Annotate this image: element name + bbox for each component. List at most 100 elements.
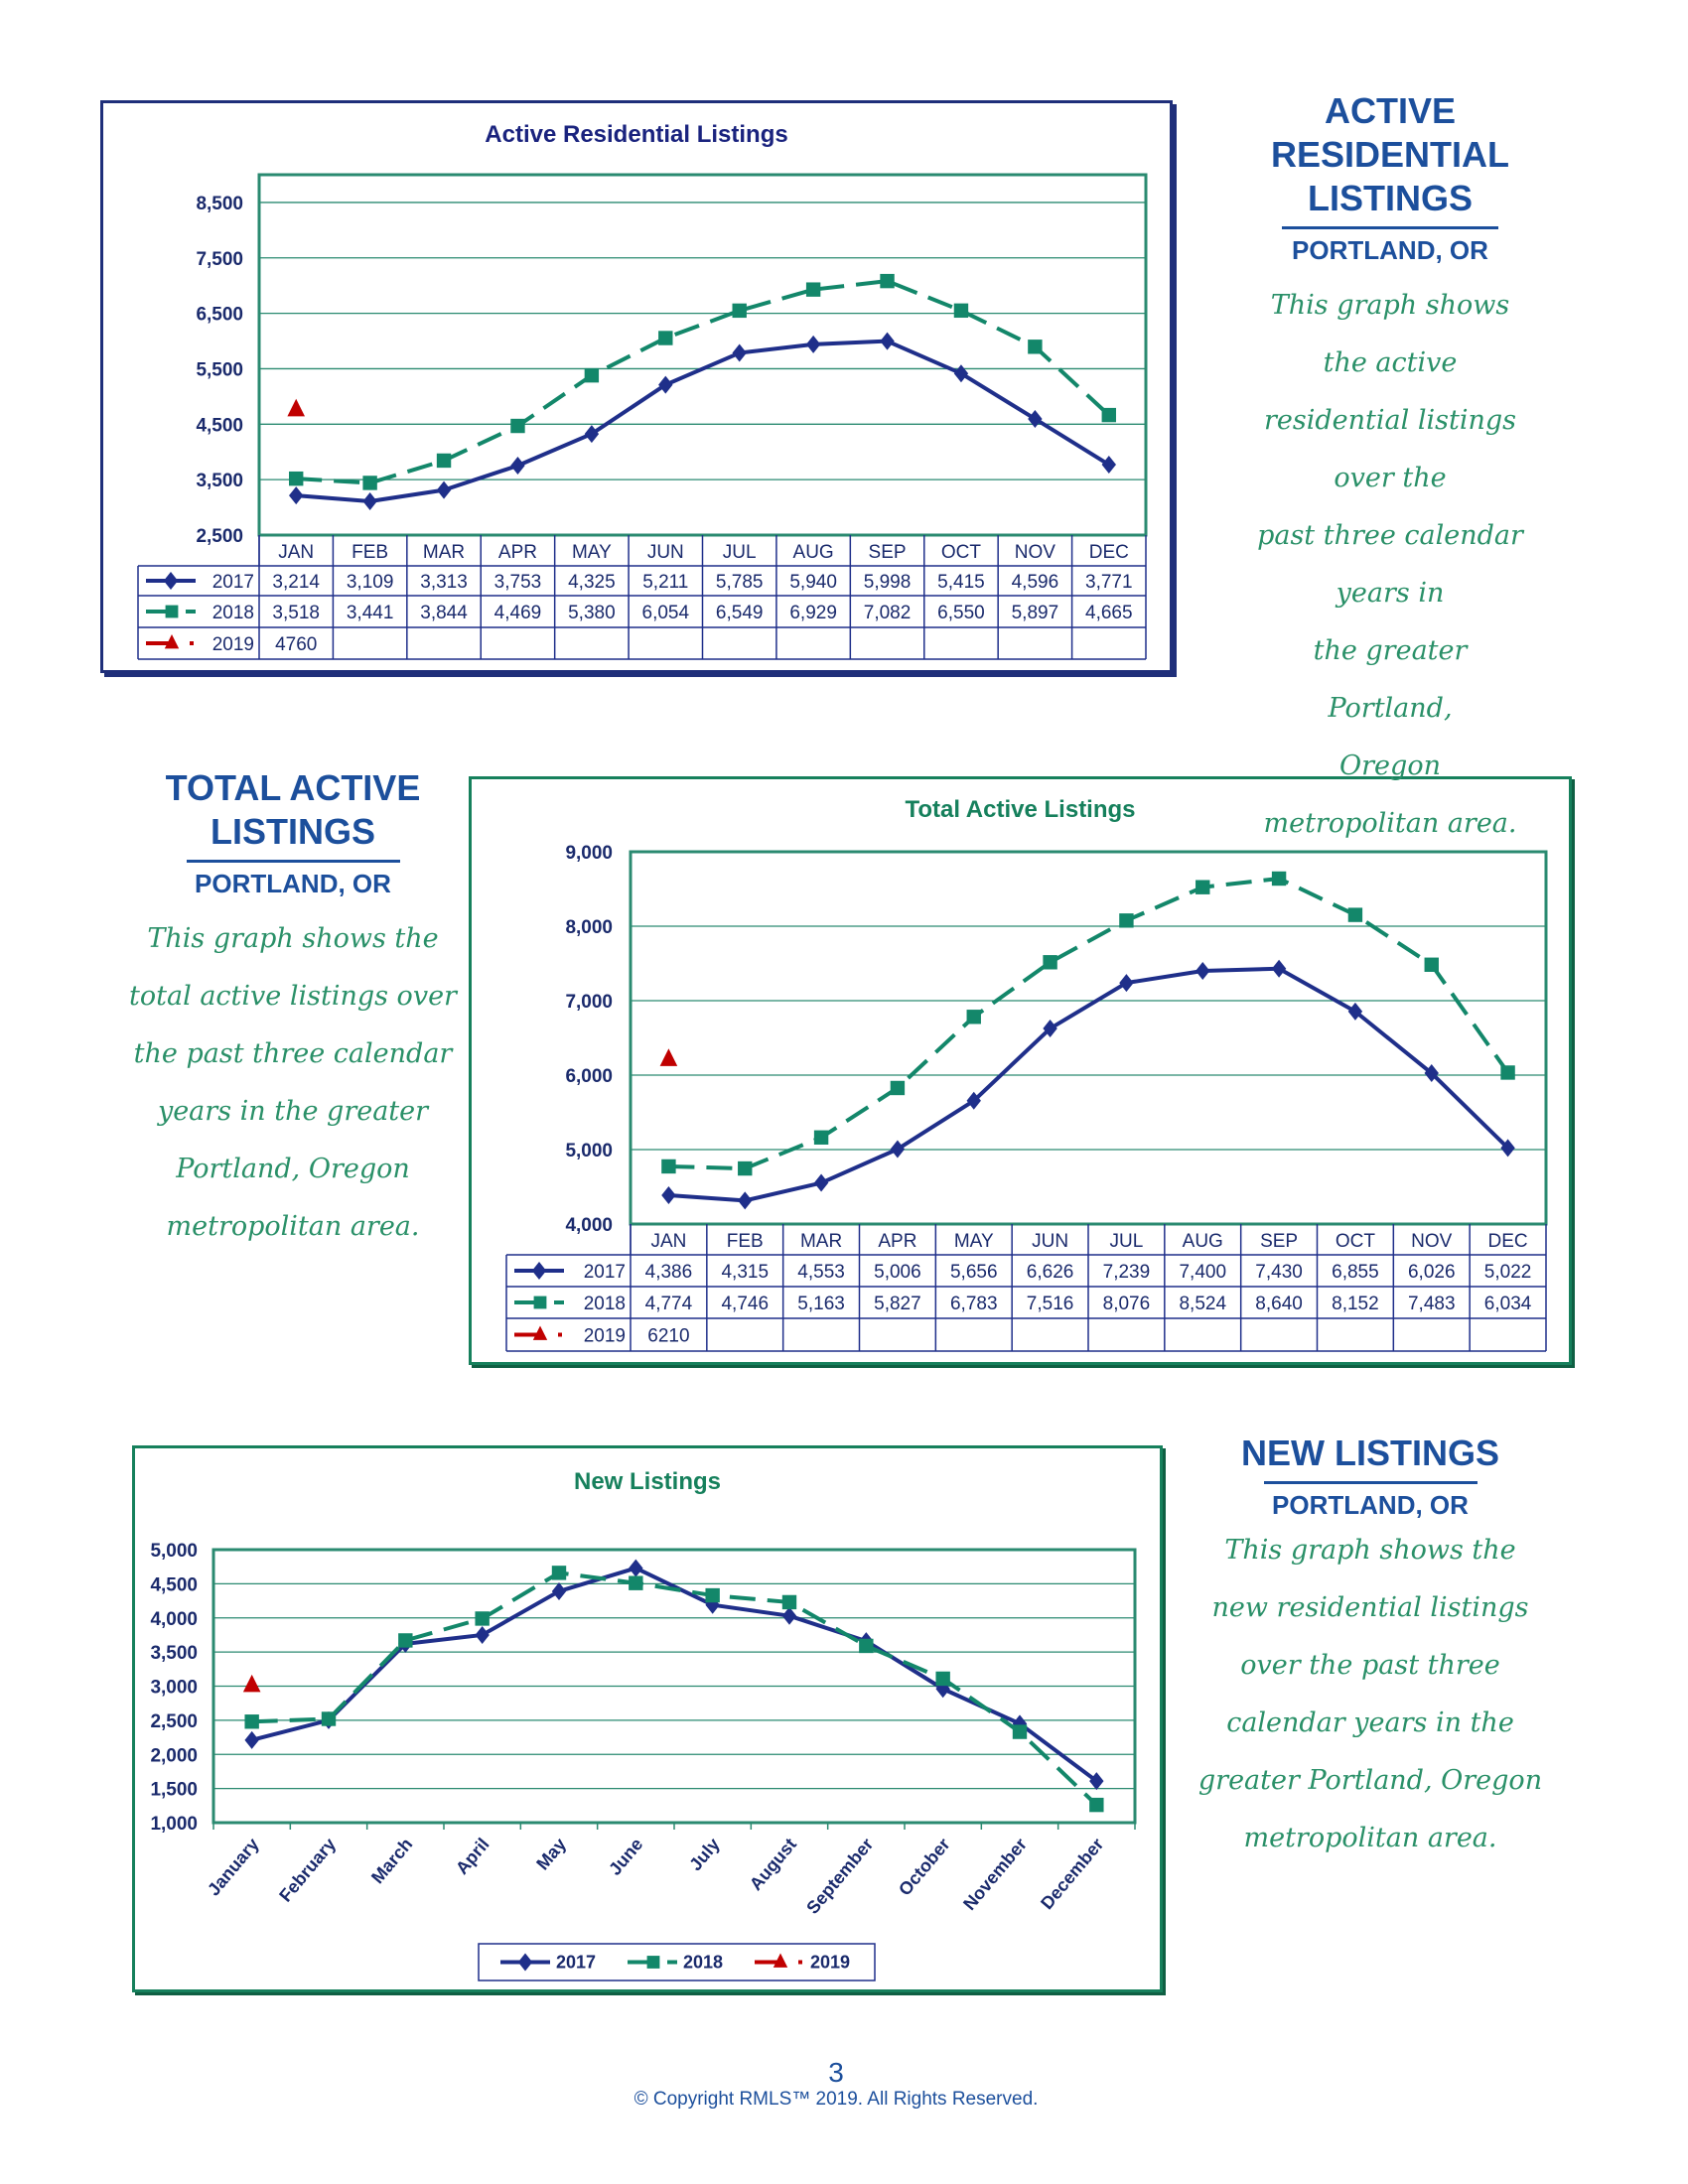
table-cell: 4,325: [568, 572, 616, 593]
diamond-marker: [1196, 962, 1210, 980]
x-tick-label: February: [275, 1835, 340, 1906]
table-cell: 4,315: [721, 1262, 769, 1283]
square-marker: [781, 1594, 797, 1610]
table-cell: 4,774: [645, 1294, 693, 1314]
square-marker: [551, 1566, 567, 1580]
table-cell: 6,929: [789, 603, 837, 623]
diamond-marker: [163, 572, 179, 590]
x-tick-label: October: [895, 1835, 954, 1900]
square-marker: [1196, 880, 1210, 894]
active-residential-description: ACTIVE RESIDENTIAL LISTINGS PORTLAND, OR…: [1251, 89, 1529, 853]
triangle-marker: [659, 1048, 678, 1066]
table-header-cell: JUN: [1032, 1231, 1068, 1252]
series-line: [296, 279, 1111, 485]
series-line: [296, 339, 1110, 503]
x-tick-label: August: [746, 1835, 800, 1894]
y-tick-label: 6,000: [565, 1066, 613, 1087]
series-2017: [661, 959, 1515, 1210]
y-tick-label: 5,500: [196, 359, 243, 380]
series-2019: [242, 1674, 261, 1693]
table-cell: 7,516: [1027, 1294, 1074, 1314]
y-tick-label: 6,500: [196, 305, 243, 326]
table-cell: 3,771: [1085, 572, 1133, 593]
panel-heading: NEW LISTINGS: [1241, 1433, 1499, 1473]
table-header-cell: MAY: [572, 542, 612, 563]
square-marker: [289, 471, 304, 486]
table-cell: 3,753: [494, 572, 542, 593]
text-line: residential listings over the: [1264, 405, 1516, 493]
diamond-marker: [1028, 409, 1043, 428]
table-row-label: 2017: [212, 572, 254, 593]
triangle-marker: [532, 1325, 548, 1340]
table-cell: 5,006: [874, 1262, 921, 1283]
table-cell: 4,746: [721, 1294, 769, 1314]
diamond-marker: [436, 480, 452, 499]
chart-title: New Listings: [573, 1468, 722, 1495]
series-2018: [661, 871, 1515, 1176]
new-listings-description: NEW LISTINGS PORTLAND, OR This graph sho…: [1192, 1432, 1549, 1867]
diamond-marker: [1089, 1772, 1104, 1791]
series-line: [668, 966, 1509, 1203]
y-tick-label: 9,000: [565, 843, 613, 864]
table-row-label: 2019: [212, 634, 254, 655]
legend-dot: [798, 1960, 802, 1965]
y-tick-label: 5,000: [565, 1141, 613, 1161]
table-row-label: 2018: [212, 603, 254, 623]
legend-dot: [190, 641, 194, 645]
square-marker: [1101, 407, 1116, 423]
panel-text: This graph shows the total active listin…: [119, 910, 467, 1256]
text-line: over the past three: [1240, 1650, 1500, 1681]
table-header-cell: APR: [878, 1231, 916, 1252]
diamond-marker: [1271, 959, 1287, 978]
table-cell: 7,430: [1255, 1262, 1303, 1283]
table-cell: 6,783: [950, 1294, 998, 1314]
table-header-cell: FEB: [727, 1231, 764, 1252]
diamond-marker: [1043, 1020, 1057, 1038]
triangle-marker: [164, 634, 180, 649]
square-marker: [705, 1587, 720, 1603]
table-cell: 6210: [647, 1326, 689, 1347]
table-header-cell: JAN: [650, 1231, 686, 1252]
table-cell: 7,400: [1179, 1262, 1226, 1283]
diamond-marker: [1347, 1002, 1363, 1021]
y-tick-label: 2,500: [150, 1711, 198, 1732]
table-header-cell: OCT: [1336, 1231, 1376, 1252]
legend-label: 2019: [810, 1953, 850, 1973]
diamond-marker: [658, 375, 673, 394]
panel-subtitle: PORTLAND, OR: [1272, 1490, 1469, 1520]
x-tick-label: July: [685, 1835, 723, 1874]
square-marker: [1043, 955, 1057, 970]
total-active-description: TOTAL ACTIVE LISTINGS PORTLAND, OR This …: [119, 766, 467, 1256]
chart-1: 2,500 3,500 4,500 5,500 6,500 7,500 8,500 JAN FE…: [137, 173, 1148, 660]
table-header-cell: JUL: [723, 542, 757, 563]
chart-3: 1,000 1,500 2,000 2,500 3,000 3,500 4,000 4,500…: [150, 1541, 1137, 1981]
panel-heading: LISTINGS: [210, 811, 375, 852]
chart-title: Total Active Listings: [905, 796, 1136, 823]
square-marker: [398, 1633, 413, 1648]
series-2018: [289, 273, 1116, 490]
table-header-cell: MAR: [423, 542, 465, 563]
y-tick-label: 3,500: [196, 471, 243, 491]
text-line: total active listings over: [129, 981, 457, 1012]
data-table: JAN FEB MAR APR MAY JUN JUL AUG SEP OCT NOV DEC 2017…: [137, 535, 1147, 660]
table-cell: 5,211: [642, 572, 688, 593]
square-marker: [510, 418, 525, 434]
table-header-cell: FEB: [352, 542, 388, 563]
y-tick-label: 4,000: [150, 1609, 198, 1630]
table-cell: 6,550: [937, 603, 985, 623]
diamond-marker: [629, 1559, 643, 1577]
panel-heading: ACTIVE: [1324, 90, 1456, 131]
table-cell: 4,665: [1085, 603, 1133, 623]
table-cell: 5,827: [874, 1294, 921, 1314]
x-tick-label: September: [802, 1835, 877, 1918]
table-header-cell: JAN: [278, 542, 314, 563]
square-marker: [738, 1160, 753, 1176]
square-marker: [805, 282, 821, 297]
table-cell: 5,415: [937, 572, 985, 593]
square-marker: [321, 1711, 337, 1726]
diamond-marker: [551, 1581, 567, 1600]
text-line: years in the greater: [157, 1096, 429, 1127]
table-header-cell: MAY: [954, 1231, 994, 1252]
text-line: the past three calendar: [133, 1038, 453, 1069]
square-marker: [661, 1159, 676, 1174]
